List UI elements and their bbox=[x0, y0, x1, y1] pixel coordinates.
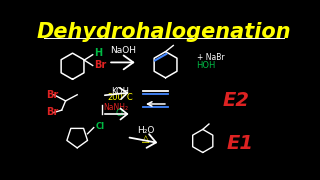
Text: Br: Br bbox=[94, 60, 107, 71]
Text: Dehydrohalogenation: Dehydrohalogenation bbox=[37, 22, 291, 42]
Text: Cl: Cl bbox=[116, 109, 124, 118]
Text: E1: E1 bbox=[227, 134, 253, 153]
Text: Cl: Cl bbox=[95, 122, 104, 131]
Text: H: H bbox=[94, 48, 102, 58]
Text: △: △ bbox=[142, 134, 149, 144]
Text: HOH: HOH bbox=[196, 61, 216, 70]
Text: E2: E2 bbox=[223, 91, 250, 110]
Text: Br: Br bbox=[46, 107, 59, 118]
Text: NaOH: NaOH bbox=[110, 46, 136, 55]
Text: KOH: KOH bbox=[111, 87, 129, 96]
Text: Br: Br bbox=[46, 90, 59, 100]
Text: H₂O: H₂O bbox=[137, 126, 154, 135]
Text: 200°C: 200°C bbox=[107, 93, 133, 102]
Text: NaNH₂: NaNH₂ bbox=[103, 103, 129, 112]
Text: + NaBr: + NaBr bbox=[196, 53, 224, 62]
